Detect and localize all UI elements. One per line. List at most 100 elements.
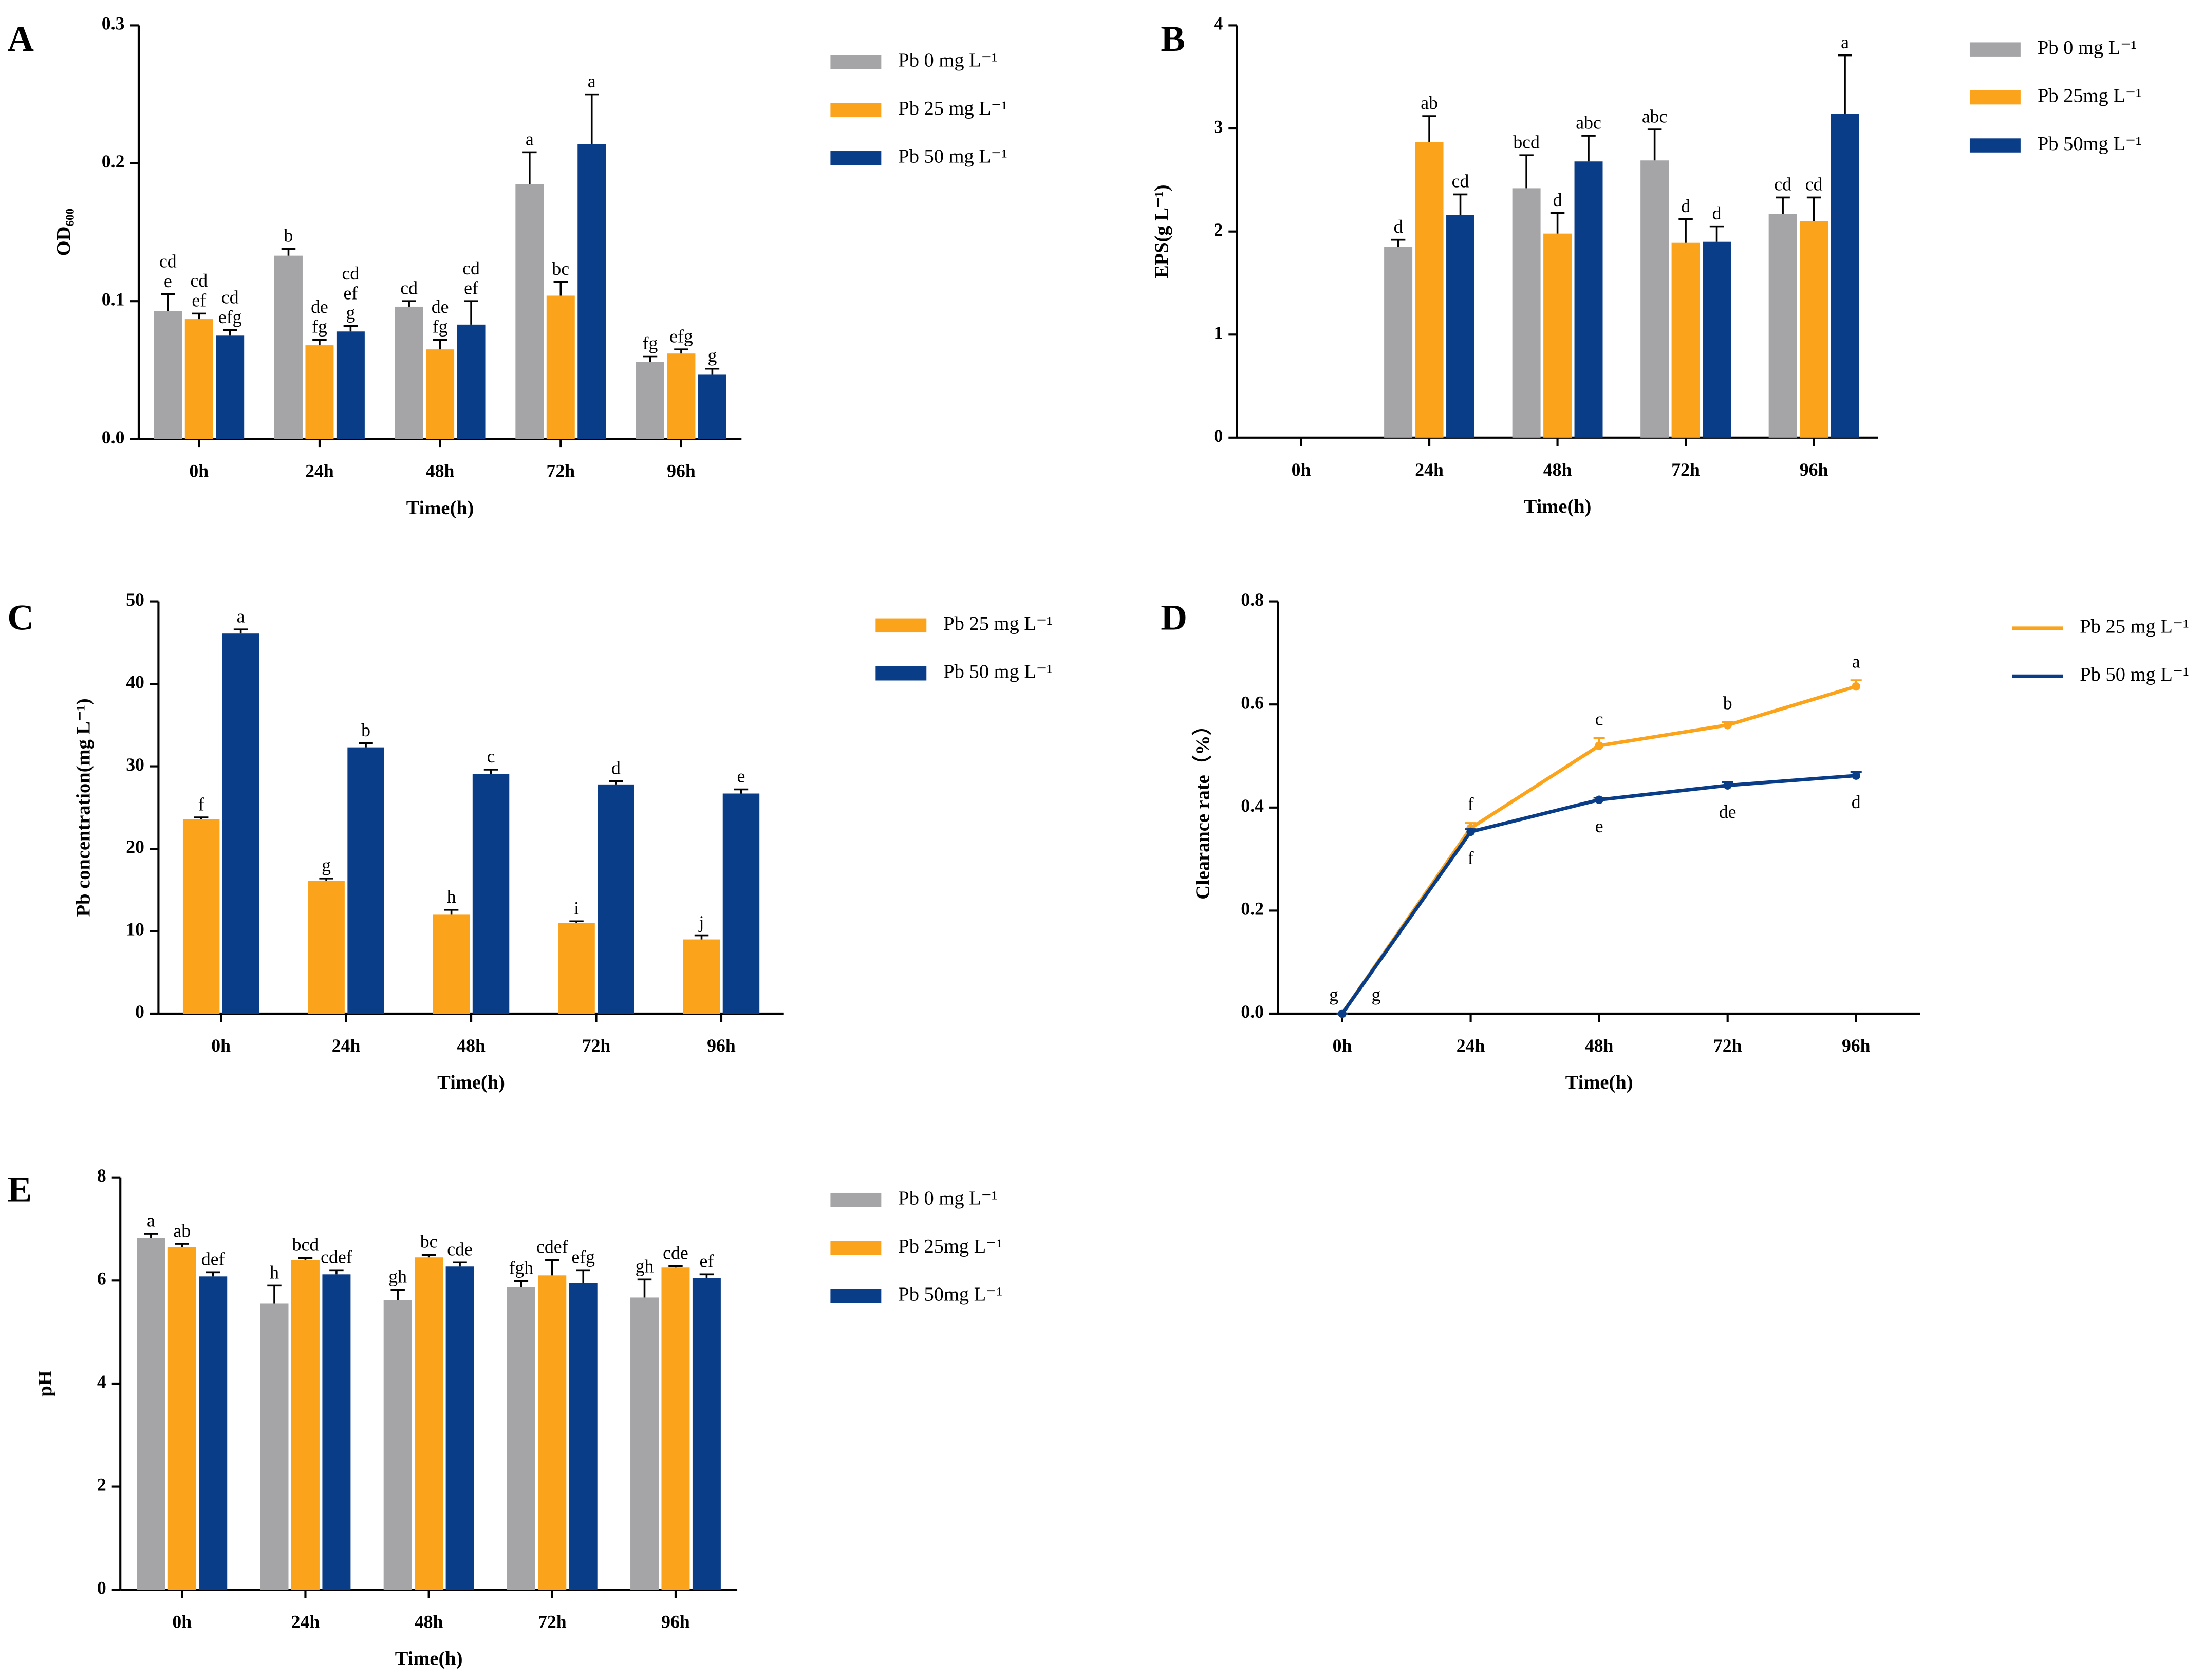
legend-label: Pb 25 mg L⁻¹ [943, 613, 1052, 634]
significance-letter: g [1329, 984, 1338, 1005]
x-tick-label: 72h [1671, 459, 1700, 480]
significance-letter: abc [1642, 106, 1668, 126]
y-tick-label: 30 [126, 754, 144, 775]
x-tick-label: 0h [1333, 1035, 1352, 1056]
bar [426, 349, 455, 439]
x-axis-label: Time(h) [395, 1648, 463, 1669]
legend-label: Pb 50 mg L⁻¹ [898, 146, 1007, 167]
significance-letter: cd [1774, 174, 1791, 195]
x-tick-label: 0h [189, 461, 209, 481]
significance-letter: cde [663, 1242, 688, 1263]
legend-label: Pb 50mg L⁻¹ [2038, 133, 2142, 155]
bar [1574, 161, 1603, 438]
significance-letter: ef [464, 277, 478, 298]
significance-letter: g [707, 345, 717, 366]
bar [184, 319, 213, 439]
x-tick-label: 48h [1543, 459, 1572, 480]
bar [1703, 241, 1731, 438]
significance-letter: ef [700, 1251, 714, 1272]
significance-letter: de [432, 296, 449, 317]
y-tick-label: 0.8 [1241, 589, 1264, 610]
y-tick-label: 0.2 [1241, 899, 1264, 919]
bar [507, 1287, 535, 1590]
significance-letter: cd [1805, 174, 1823, 195]
legend-label: Pb 0 mg L⁻¹ [2038, 37, 2137, 59]
x-tick-label: 0h [211, 1035, 231, 1056]
bar [260, 1303, 289, 1590]
y-tick-label: 1 [1213, 322, 1223, 343]
bar [291, 1260, 320, 1590]
bar [1640, 160, 1669, 438]
significance-letter: f [1468, 794, 1474, 814]
x-tick-label: 96h [707, 1035, 736, 1056]
x-axis-label: Time(h) [437, 1072, 505, 1093]
significance-letter: d [611, 758, 621, 778]
significance-letter: i [574, 898, 579, 918]
significance-letter: bcd [1513, 132, 1540, 152]
y-tick-label: 0.3 [102, 13, 125, 34]
y-tick-label: 20 [126, 836, 144, 857]
x-tick-label: 48h [426, 461, 455, 481]
significance-letter: cd [462, 258, 480, 278]
significance-letter: abc [1576, 112, 1601, 133]
bar [1384, 247, 1413, 438]
significance-letter: a [1852, 651, 1860, 671]
significance-letter: f [1468, 848, 1474, 868]
x-tick-label: 24h [305, 461, 334, 481]
significance-letter: cd [400, 277, 418, 298]
bar [667, 353, 696, 439]
legend-label: Pb 25 mg L⁻¹ [898, 98, 1007, 119]
legend-swatch [875, 618, 927, 633]
significance-letter: gh [636, 1256, 654, 1277]
significance-letter: fg [433, 316, 448, 337]
y-tick-label: 50 [126, 589, 144, 610]
bar [308, 881, 345, 1014]
significance-letter: ef [192, 290, 206, 311]
significance-letter: efg [571, 1247, 595, 1267]
x-tick-label: 72h [1713, 1035, 1742, 1056]
legend-swatch [830, 151, 882, 165]
significance-letter: e [164, 271, 172, 291]
bar [383, 1300, 412, 1590]
significance-letter: d [1681, 196, 1690, 216]
significance-letter: bc [552, 258, 569, 279]
bar [1415, 142, 1444, 438]
y-tick-label: 6 [97, 1268, 106, 1289]
significance-letter: efg [218, 307, 242, 327]
x-tick-label: 96h [661, 1611, 690, 1632]
significance-letter: e [1595, 816, 1603, 836]
y-axis-label: Clearance rate（%） [1191, 716, 1213, 900]
y-tick-label: 0.0 [1241, 1001, 1264, 1022]
significance-letter: g [1372, 984, 1381, 1005]
y-tick-label: 0 [135, 1001, 144, 1022]
y-tick-label: 0 [1213, 425, 1223, 446]
panel-label: E [7, 1169, 32, 1209]
legend-swatch [830, 55, 882, 69]
y-tick-label: 2 [1213, 219, 1223, 240]
x-axis-label: Time(h) [406, 497, 474, 519]
y-tick-label: 10 [126, 919, 144, 940]
bar [445, 1266, 474, 1590]
significance-letter: cde [447, 1239, 473, 1259]
bar [577, 144, 606, 439]
significance-letter: cd [221, 287, 239, 307]
bar [347, 747, 384, 1014]
y-tick-label: 0.6 [1241, 692, 1264, 713]
legend-label: Pb 50mg L⁻¹ [898, 1283, 1002, 1305]
y-axis-label: OD₆₀₀ [53, 209, 74, 256]
significance-letter: cd [342, 263, 360, 284]
panel: A 0.0 0.1 0.2 0.3 0h 24h 48h 72h 96h Time(h) OD₆₀₀ c… [7, 13, 1007, 519]
significance-letter: f [198, 794, 204, 814]
legend-swatch [830, 1241, 882, 1255]
x-tick-label: 96h [667, 461, 696, 481]
x-tick-label: 48h [457, 1035, 486, 1056]
bar [698, 374, 726, 439]
legend-label: Pb 25mg L⁻¹ [898, 1236, 1002, 1257]
x-tick-label: 72h [582, 1035, 611, 1056]
panel-label: D [1161, 597, 1187, 638]
bar [1671, 242, 1700, 438]
y-tick-label: 2 [97, 1474, 106, 1495]
bar [661, 1267, 690, 1590]
significance-letter: d [1852, 792, 1861, 812]
bar [692, 1278, 721, 1590]
